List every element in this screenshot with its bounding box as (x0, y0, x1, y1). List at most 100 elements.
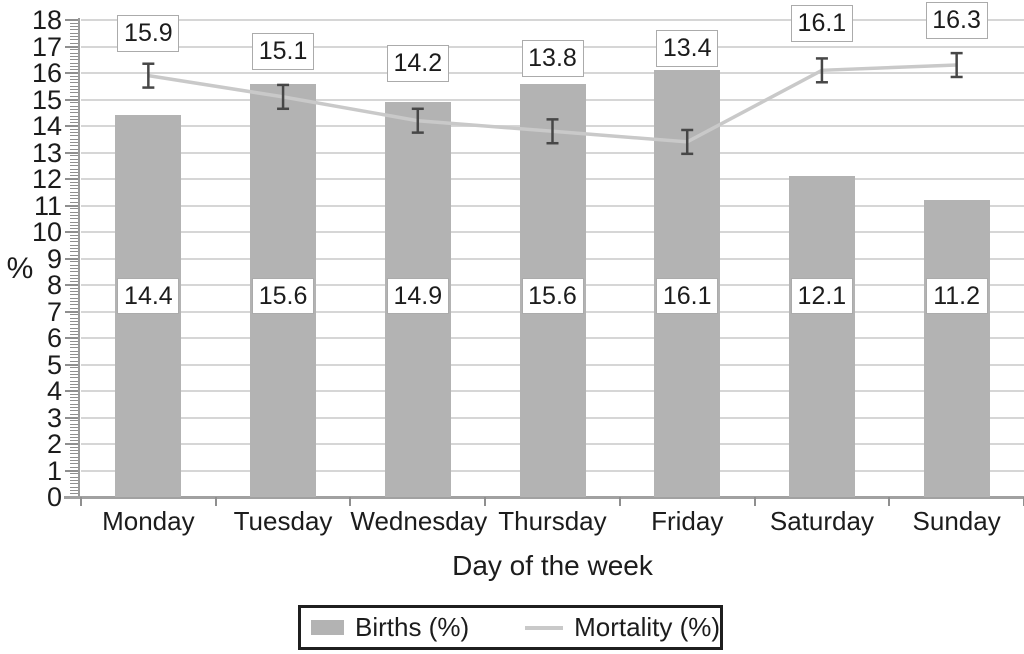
y-minor-tick (70, 238, 78, 240)
y-minor-tick (70, 297, 78, 299)
y-tick-label: 18 (31, 5, 62, 35)
y-minor-tick (70, 254, 78, 256)
y-minor-tick (70, 294, 78, 296)
y-minor-tick (70, 446, 78, 448)
y-minor-tick (70, 82, 78, 84)
y-tick-label: 6 (46, 323, 62, 353)
y-major-tick (65, 337, 78, 339)
y-tick-label: 7 (46, 296, 62, 327)
y-minor-tick (70, 251, 78, 253)
bar-sunday (923, 200, 990, 497)
y-minor-tick (70, 208, 78, 210)
error-bar-saturday (815, 57, 828, 84)
y-minor-tick (70, 201, 78, 203)
y-minor-tick (70, 436, 78, 438)
y-tick-label: 10 (31, 217, 62, 247)
y-minor-tick (70, 175, 78, 177)
y-minor-tick (70, 165, 78, 167)
y-major-tick (65, 231, 78, 233)
y-minor-tick (70, 281, 78, 283)
y-minor-tick (70, 324, 78, 326)
y-minor-tick (70, 185, 78, 187)
y-minor-tick (70, 407, 78, 409)
x-boundary-tick (888, 497, 891, 506)
y-minor-tick (70, 92, 78, 94)
y-tick-label: 0 (46, 482, 62, 512)
y-tick-label: 4 (46, 376, 62, 406)
y-minor-tick (70, 493, 78, 495)
y-minor-tick (70, 383, 78, 385)
y-minor-tick (70, 105, 78, 107)
y-minor-tick (70, 32, 78, 34)
y-minor-tick (70, 314, 78, 316)
y-minor-tick (70, 148, 78, 150)
y-minor-tick (70, 122, 78, 124)
y-minor-tick (70, 171, 78, 173)
births-label-friday: 16.1 (656, 278, 719, 314)
mortality-line-swatch-icon (525, 625, 564, 630)
y-minor-tick (70, 26, 78, 28)
y-minor-tick (70, 354, 78, 356)
y-minor-tick (70, 307, 78, 309)
y-minor-tick (70, 357, 78, 359)
y-minor-tick (70, 49, 78, 51)
x-label-friday: Friday (651, 506, 724, 536)
y-tick-label: 14 (31, 111, 62, 141)
y-minor-tick (70, 460, 78, 462)
legend-label-mortality: Mortality (%) (574, 612, 721, 642)
y-major-tick (65, 45, 78, 48)
y-major-tick (65, 310, 78, 313)
x-boundary-tick (214, 497, 217, 506)
y-minor-tick (70, 211, 78, 213)
births-label-monday: 14.4 (117, 278, 180, 314)
y-minor-tick (70, 112, 78, 114)
y-major-tick (65, 72, 78, 74)
y-minor-tick (70, 377, 78, 379)
y-minor-tick (70, 52, 78, 54)
y-minor-tick (70, 108, 78, 110)
y-minor-tick (70, 426, 78, 428)
x-label-saturday: Saturday (769, 506, 874, 536)
y-tick-label: 15 (31, 84, 62, 115)
y-minor-tick (70, 248, 78, 250)
bar-saturday (788, 176, 855, 497)
y-minor-tick (70, 334, 78, 336)
y-minor-tick (70, 102, 78, 104)
y-minor-tick (70, 118, 78, 120)
y-minor-tick (70, 483, 78, 485)
y-minor-tick (70, 188, 78, 190)
y-major-tick (65, 204, 78, 207)
y-minor-tick (70, 75, 78, 77)
y-minor-tick (70, 420, 78, 422)
y-minor-tick (70, 360, 78, 362)
y-minor-tick (70, 274, 78, 276)
x-label-sunday: Sunday (912, 506, 1001, 536)
y-minor-tick (70, 181, 78, 183)
y-minor-tick (70, 440, 78, 442)
y-major-tick (65, 19, 78, 21)
y-minor-tick (70, 59, 78, 61)
births-bar-swatch-icon (311, 620, 344, 635)
y-minor-tick (70, 453, 78, 455)
x-boundary-tick (618, 497, 621, 506)
x-axis-line (64, 496, 1024, 499)
y-minor-tick (70, 69, 78, 71)
y-minor-tick (70, 228, 78, 230)
y-minor-tick (70, 39, 78, 41)
y-minor-tick (70, 145, 78, 147)
y-tick-label: 11 (33, 190, 62, 221)
x-boundary-tick (484, 497, 487, 506)
y-major-tick (65, 257, 78, 260)
y-minor-tick (70, 456, 78, 458)
y-minor-tick (70, 65, 78, 67)
y-minor-tick (70, 95, 78, 97)
y-minor-tick (70, 397, 78, 399)
y-minor-tick (70, 89, 78, 91)
x-boundary-tick (80, 497, 82, 506)
y-minor-tick (70, 330, 78, 332)
y-minor-tick (70, 320, 78, 322)
y-minor-tick (70, 191, 78, 193)
y-minor-tick (70, 489, 78, 491)
y-tick-label: 12 (31, 164, 62, 194)
y-minor-tick (70, 142, 78, 144)
